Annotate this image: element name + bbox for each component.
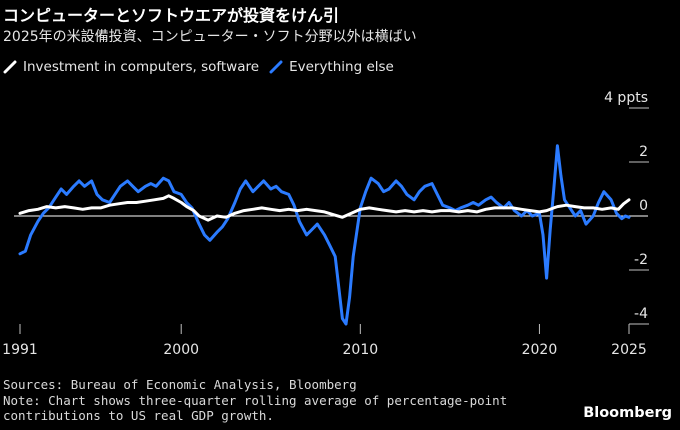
x-tick-label: 2020: [522, 342, 558, 358]
chart-title: コンピューターとソフトウエアが投資をけん引: [3, 6, 340, 25]
series-line-computers-software: [18, 194, 631, 222]
y-tick-label: -2: [634, 252, 648, 268]
legend-item-everything-else: Everything else: [269, 59, 394, 75]
y-tick-label: 2: [639, 144, 648, 160]
source-note: Sources: Bureau of Economic Analysis, Bl…: [3, 377, 357, 392]
bloomberg-logo: Bloomberg: [583, 405, 672, 421]
legend-swatch-white-icon: [3, 60, 17, 74]
legend-label-computers: Investment in computers, software: [23, 59, 260, 75]
chart-note-line-2: contributions to US real GDP growth.: [3, 408, 274, 423]
y-tick-label: -4: [634, 306, 648, 322]
x-tick-label: 2025: [611, 342, 647, 358]
legend-label-everything-else: Everything else: [289, 59, 394, 75]
y-tick-label: 0: [639, 198, 648, 214]
legend-item-computers: Investment in computers, software: [3, 59, 259, 75]
y-tick-label: 4 ppts: [604, 90, 648, 106]
x-tick-label: 2010: [343, 342, 379, 358]
x-tick-label: 1991: [2, 342, 38, 358]
footer: Sources: Bureau of Economic Analysis, Bl…: [3, 377, 507, 424]
x-tick-label: 2000: [163, 342, 199, 358]
chart-note-line-1: Note: Chart shows three-quarter rolling …: [3, 392, 508, 408]
chart-plot: 4 ppts 2 0 -2 -4 1991 2000 2010 2020 2025: [2, 90, 649, 358]
chart-subtitle: 2025年の米設備投資、コンピューター・ソフト分野以外は横ばい: [3, 29, 417, 45]
series-line-everything-else: [18, 144, 631, 326]
legend: Investment in computers, software Everyt…: [3, 59, 404, 75]
legend-swatch-blue-icon: [269, 60, 283, 74]
